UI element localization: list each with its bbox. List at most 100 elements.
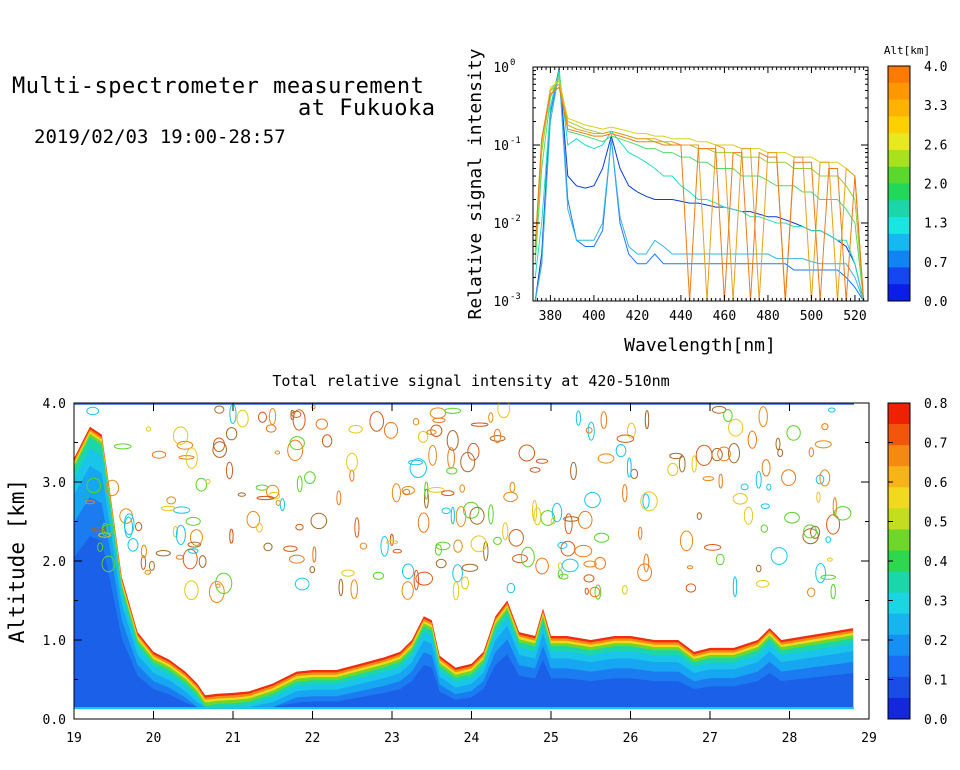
heatmap-axes: 19 20 21 22 23 24 25 26 27 28 29 0.0 1.0 2.0 3.0 4.0 [43,397,877,746]
intensity-colorbar-swatch [888,403,910,425]
noise-contour [560,540,576,557]
intensity-colorbar-swatch [888,487,910,509]
noise-contour [372,571,385,580]
noise-contour [826,514,841,535]
intensity-colorbar-swatch [888,655,910,678]
spectrum-ytick-exponent: -2 [510,214,521,224]
date-range: 2019/02/03 19:00-28:57 [34,126,286,148]
heatmap-ytick-label: 3.0 [43,476,66,491]
title-line-2: at Fukuoka [298,96,436,121]
spectrum-series-6 [534,80,865,301]
noise-contour [428,445,438,466]
heatmap-xtick-label: 26 [623,731,639,746]
noise-contour [770,547,788,565]
noise-contour [732,576,738,598]
alt-colorbar-tick: 3.3 [924,99,947,114]
spectrum-xtick-label: 400 [582,309,605,324]
intensity-colorbar-tick: 0.4 [924,555,948,570]
noise-contour [594,584,602,600]
noise-contour [558,562,563,570]
intensity-colorbar-tick: 0.1 [924,674,947,689]
noise-contour [198,555,207,568]
noise-contour [821,423,829,431]
noise-contour [101,555,116,573]
noise-contour [459,484,466,493]
spectrum-ytick-label: 10 [493,295,509,310]
intensity-colorbar-swatch [888,508,910,530]
noise-contour [489,435,506,442]
heatmap-xtick-label: 24 [464,731,480,746]
noise-contour [615,444,627,458]
heatmap-xtick-label: 23 [384,731,400,746]
noise-contour [187,541,202,548]
noise-contour [140,555,147,570]
noise-contour [630,468,639,480]
intensity-colorbar-tick: 0.8 [924,397,947,412]
noise-contour [256,495,275,501]
noise-contour [540,510,556,526]
noise-contour [740,483,749,491]
alt-colorbar-swatch [888,250,910,268]
noise-contour [470,422,489,427]
noise-contour [626,422,636,439]
noise-contour [584,587,589,595]
noise-contour [594,556,606,570]
noise-contour [814,440,832,449]
noise-contour [263,542,273,552]
noise-contour [723,409,733,422]
noise-contour [369,411,385,432]
noise-contour [412,418,420,426]
noise-contour [205,478,211,485]
noise-contour [255,484,269,491]
noise-contour [777,448,784,457]
noise-contour [256,522,263,533]
noise-contour [225,461,234,480]
alt-colorbar-swatch [888,217,910,235]
noise-contour [637,563,652,582]
noise-contour [155,550,171,557]
alt-colorbar-tick: 0.0 [924,295,947,310]
spectrum-series-0 [534,68,865,301]
noise-contour [184,580,199,601]
heatmap-xtick-label: 21 [225,731,241,746]
alt-colorbar-label: Alt[km] [884,44,930,57]
noise-contour [417,512,430,533]
noise-contour [781,469,797,487]
noise-contour [728,443,740,464]
noise-contour [520,546,535,568]
noise-contour [212,441,227,458]
noise-contour [460,451,476,473]
noise-contour [711,447,723,462]
noise-contour [310,512,328,530]
noise-contour [292,409,306,431]
noise-contour [756,579,770,588]
noise-contour [246,510,261,529]
noise-contour [483,541,489,561]
noise-contour [380,536,389,557]
intensity-colorbar-swatch [888,445,910,467]
noise-contour [597,453,615,464]
noise-contour [755,564,762,573]
noise-contour [574,544,593,558]
alt-colorbar-swatch [888,133,910,151]
noise-contour [172,506,191,514]
alt-colorbar-swatch [888,183,910,201]
noise-contour [470,535,487,553]
noise-contour [535,557,549,575]
intensity-colorbar-tick: 0.5 [924,516,947,531]
title-line-1: Multi-spectrometer measurement [12,74,425,99]
noise-contour [685,583,697,593]
noise-contour [145,426,152,432]
noise-contour [432,417,446,423]
noise-contour [341,569,355,577]
noise-contour [640,491,658,512]
noise-contour [386,540,399,545]
noise-contour [148,560,155,571]
noise-contour [702,476,715,482]
alt-colorbar-swatch [888,267,910,285]
noise-contour [348,424,363,434]
noise-contour [832,497,837,517]
noise-contour [175,554,185,560]
noise-contour [151,450,167,459]
noise-contour [803,524,817,539]
